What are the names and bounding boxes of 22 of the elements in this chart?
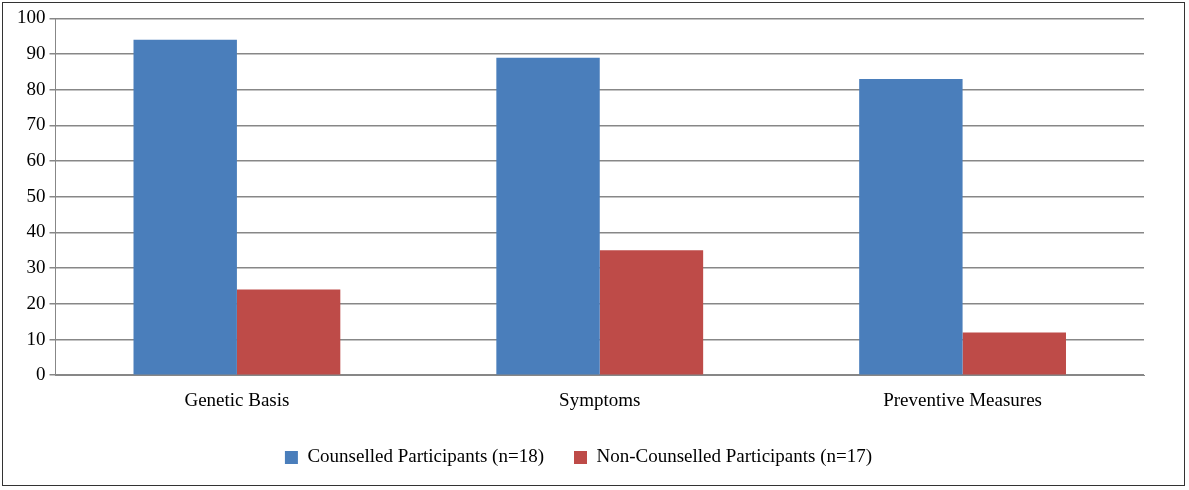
bar [496, 57, 600, 375]
legend-label: Non-Counselled Participants (n=17) [596, 445, 873, 468]
y-tick-label: 60 [26, 149, 46, 171]
bar [962, 332, 1066, 375]
x-tick-label: Preventive Measures [883, 388, 1042, 410]
bar [599, 250, 704, 375]
y-tick-label: 70 [26, 113, 46, 135]
y-tick-label: 20 [26, 291, 46, 313]
bar [859, 79, 963, 375]
x-tick-label: Genetic Basis [184, 388, 290, 410]
bar [133, 39, 237, 375]
y-tick-label: 0 [36, 363, 46, 385]
y-tick-label: 40 [26, 220, 46, 242]
y-tick-label: 90 [26, 42, 46, 64]
y-tick-label: 50 [26, 184, 46, 206]
y-tick-label: 10 [26, 327, 46, 349]
bar [236, 289, 341, 375]
y-tick-label: 80 [26, 77, 46, 99]
y-tick-label: 30 [26, 256, 46, 278]
x-tick-label: Symptoms [559, 388, 641, 410]
legend-label: Counselled Participants (n=18) [307, 445, 544, 468]
y-tick-label: 100 [17, 6, 46, 28]
